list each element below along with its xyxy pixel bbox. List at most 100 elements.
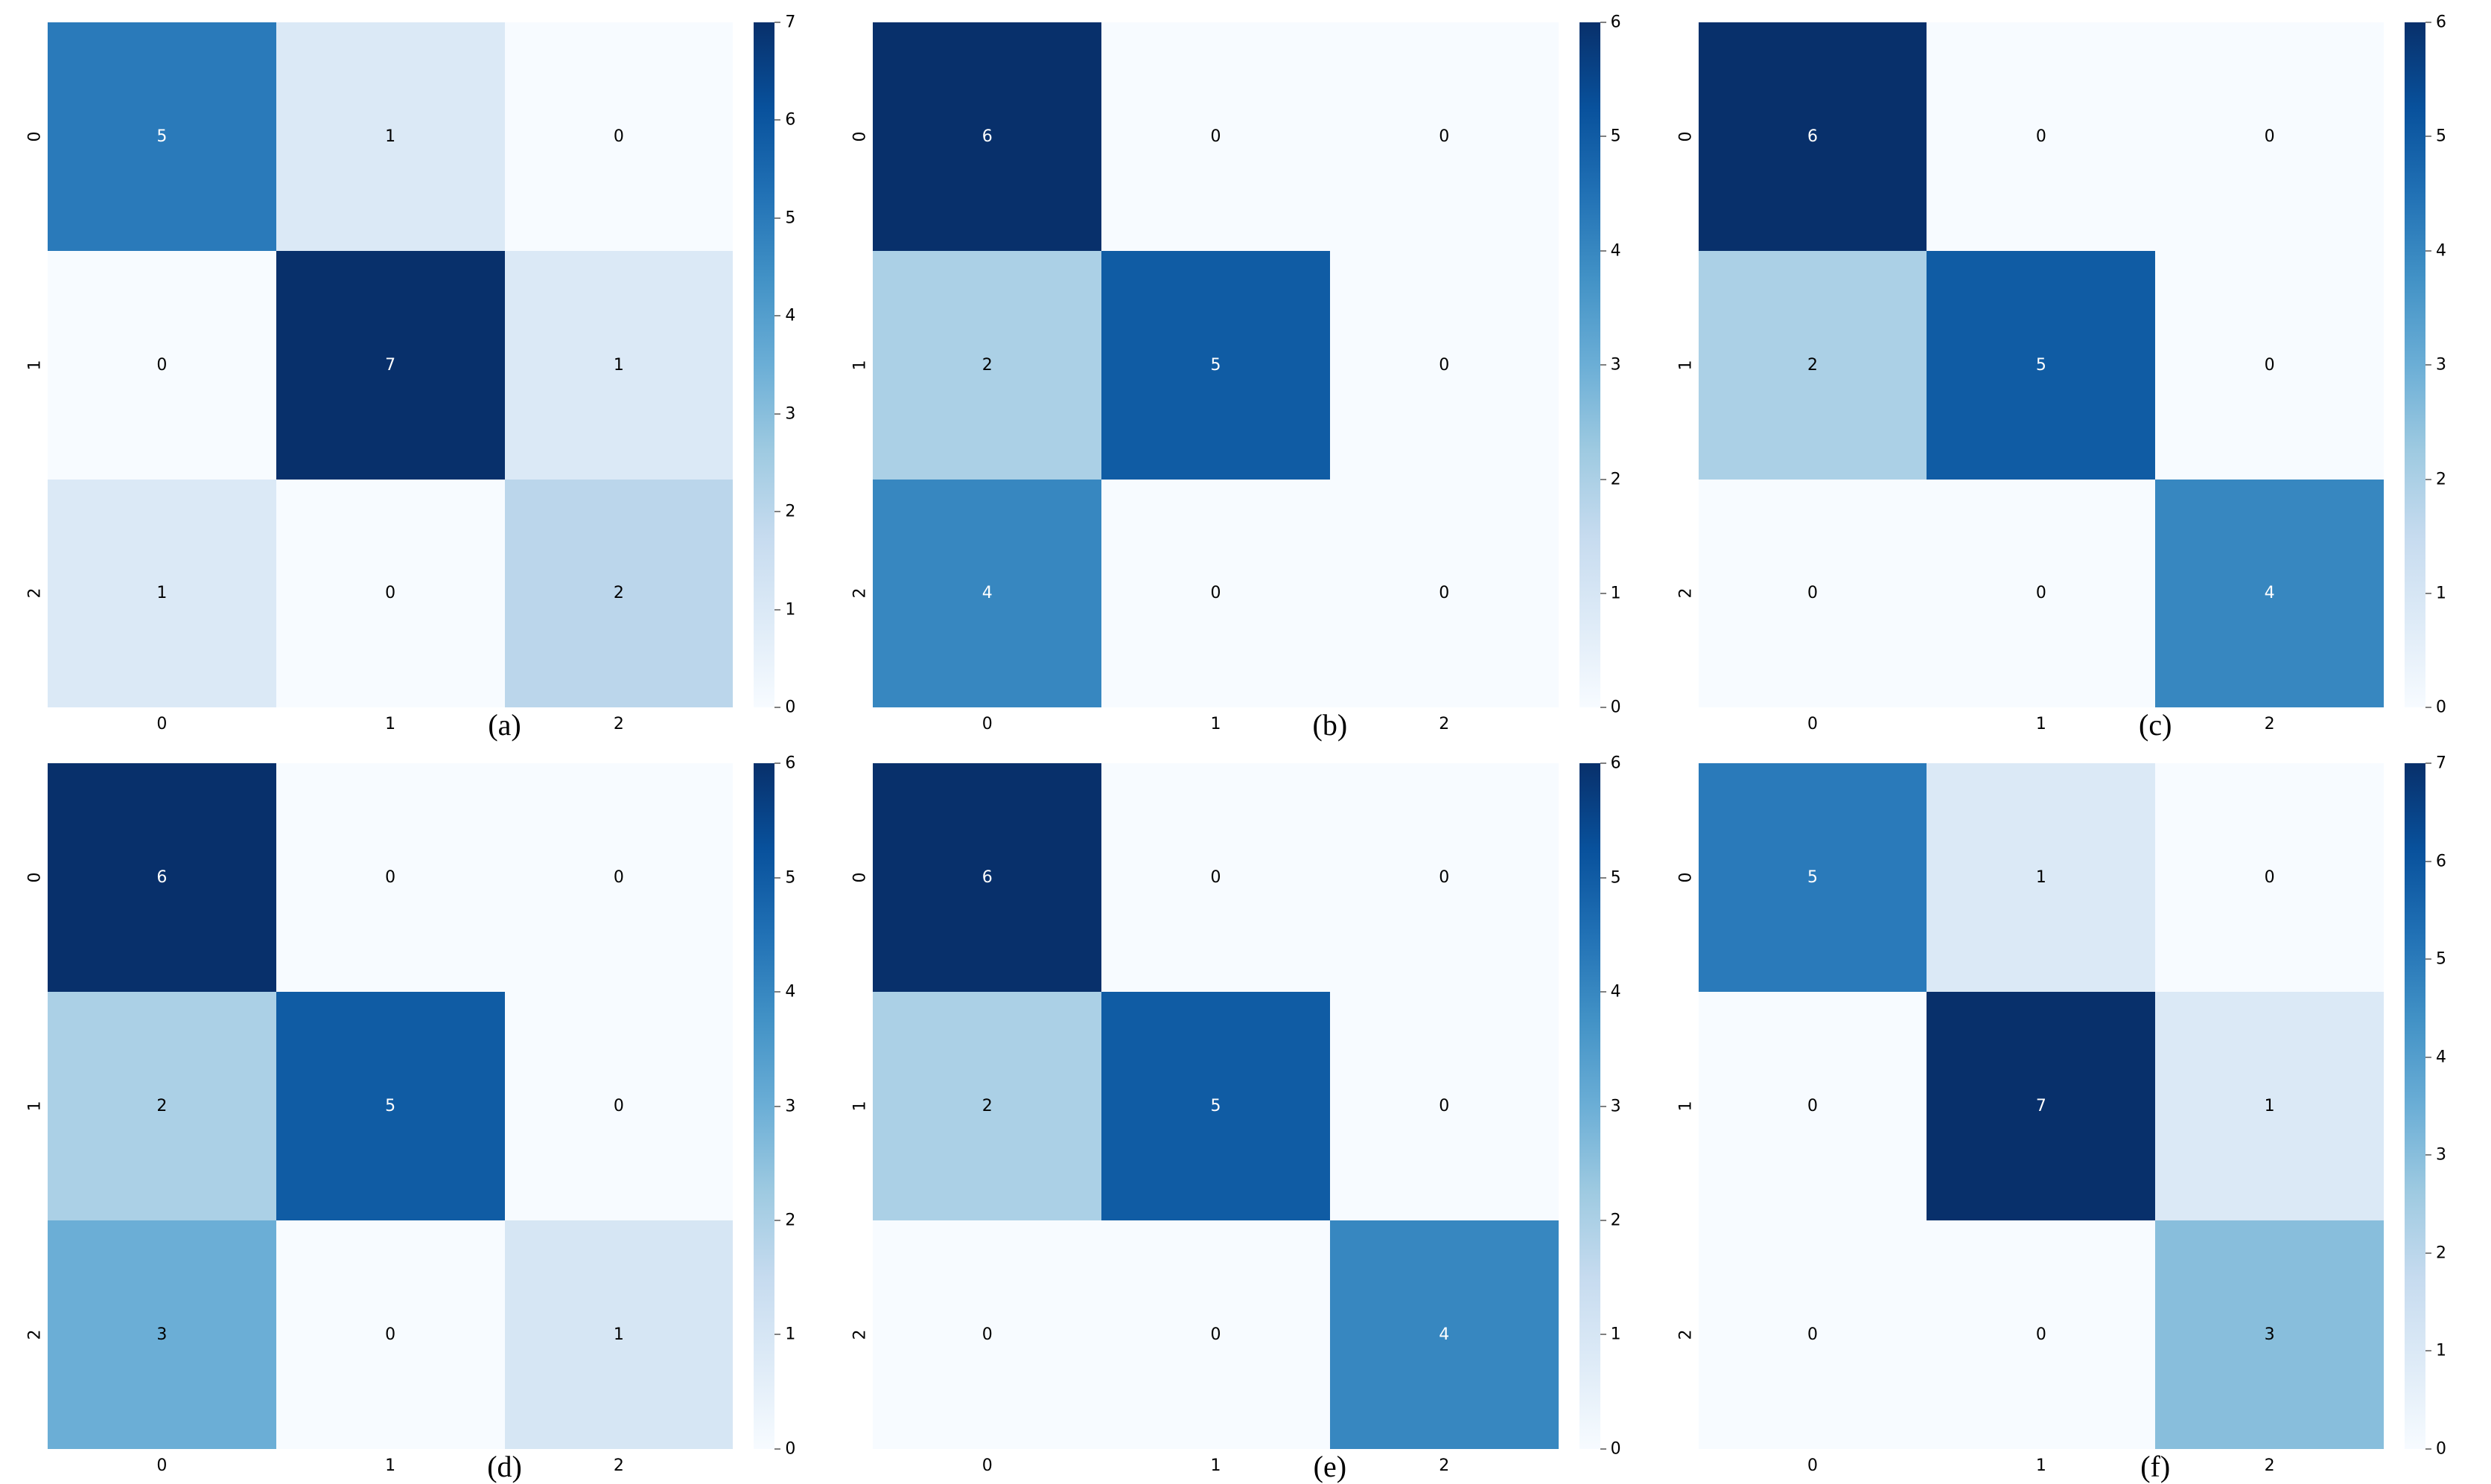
colorbar-tickline [2425, 1155, 2431, 1156]
cell-value: 0 [2265, 127, 2275, 146]
cell-value: 7 [2036, 1097, 2046, 1115]
colorbar-tick: 2 [2425, 470, 2446, 488]
colorbar-tick: 7 [2425, 754, 2446, 773]
colorbar-ticks: 0123456 [2425, 22, 2461, 707]
heatmap-cell: 1 [505, 1220, 734, 1449]
spacer [2384, 715, 2461, 733]
y-tick-label: 2 [1676, 588, 1695, 599]
colorbar-tickline [774, 1334, 780, 1335]
colorbar-tick-label: 5 [1611, 127, 1621, 146]
cell-value: 7 [385, 356, 395, 375]
cell-value: 1 [614, 356, 624, 375]
spacer [1559, 715, 1636, 733]
x-tick-label: 0 [156, 1456, 167, 1475]
colorbar-tick-label: 6 [1611, 754, 1621, 773]
heatmap-cell: 6 [1699, 22, 1927, 251]
colorbar-tick-label: 2 [2436, 470, 2446, 488]
y-ticks: 012 [30, 763, 48, 1448]
cell-value: 0 [1439, 868, 1449, 887]
colorbar-tick-label: 5 [785, 868, 795, 887]
colorbar-tick-label: 3 [1611, 1097, 1621, 1115]
heatmap-cell: 5 [1101, 992, 1330, 1220]
x-tick-label: 0 [1807, 1456, 1818, 1475]
heatmap-cell: 5 [1699, 763, 1927, 992]
colorbar-tick-label: 2 [785, 503, 795, 521]
cell-value: 6 [1807, 127, 1818, 146]
colorbar-tick: 1 [2425, 584, 2446, 602]
colorbar-tick-label: 4 [785, 307, 795, 325]
colorbar-tickline [774, 1448, 780, 1449]
colorbar-tick-label: 7 [785, 13, 795, 32]
colorbar-tickline [2425, 479, 2431, 480]
heatmap: 510071102 [48, 22, 733, 707]
colorbar-tickline [774, 877, 780, 878]
colorbar-tickline [1600, 365, 1606, 366]
panel-sublabel: (c) [2139, 707, 2172, 742]
heatmap-cell: 0 [1330, 992, 1559, 1220]
colorbar-tick-label: 6 [1611, 13, 1621, 32]
heatmap-cell: 0 [2155, 763, 2384, 992]
y-tick-label: 2 [851, 588, 870, 599]
colorbar-tick: 4 [1600, 241, 1621, 260]
heatmap-cell: 0 [276, 763, 505, 992]
colorbar-tickline [1600, 992, 1606, 993]
cell-value: 5 [156, 127, 167, 146]
colorbar-tick: 4 [2425, 241, 2446, 260]
heatmap-cell: 0 [1330, 251, 1559, 480]
cell-value: 0 [1807, 1325, 1818, 1344]
colorbar-tick-label: 6 [785, 111, 795, 130]
colorbar-tick: 3 [774, 1097, 795, 1115]
colorbar-tick: 6 [1600, 13, 1621, 32]
colorbar-tick: 0 [1600, 698, 1621, 717]
colorbar-tick: 1 [774, 1325, 795, 1344]
colorbar-tickline [2425, 763, 2431, 764]
colorbar-tickline [1600, 1334, 1606, 1335]
cell-value: 1 [2036, 868, 2046, 887]
cell-value: 0 [2036, 1325, 2046, 1344]
colorbar-tick: 4 [1600, 983, 1621, 1001]
spacer [30, 715, 48, 733]
heatmap-cell: 0 [1699, 1220, 1927, 1449]
colorbar-tickline [774, 413, 780, 414]
colorbar: 01234567 [2405, 763, 2461, 1448]
y-ticks: 012 [1681, 22, 1699, 707]
heatmap-cell: 5 [1101, 251, 1330, 480]
x-tick-label: 2 [1439, 1456, 1449, 1475]
colorbar-ticks: 0123456 [774, 763, 810, 1448]
y-tick-label: 1 [851, 1101, 870, 1112]
x-tick-label: 1 [1210, 1456, 1221, 1475]
panel-body: 0126002500040123456 [1681, 22, 2461, 707]
panel-sublabel: (b) [1313, 707, 1348, 742]
heatmap-cell: 0 [505, 22, 734, 251]
cell-value: 6 [156, 868, 167, 887]
heatmap-cell: 0 [1927, 480, 2155, 708]
heatmap-cell: 6 [873, 22, 1101, 251]
colorbar: 0123456 [2405, 22, 2461, 707]
cell-value: 6 [982, 127, 993, 146]
heatmap-cell: 0 [276, 480, 505, 708]
y-tick-label: 0 [1676, 873, 1695, 883]
y-tick-label: 0 [26, 873, 45, 883]
cell-value: 0 [1210, 1325, 1221, 1344]
colorbar-tick-label: 5 [2436, 127, 2446, 146]
heatmap-cell: 6 [873, 763, 1101, 992]
colorbar-tick: 1 [774, 600, 795, 619]
colorbar-tick-label: 2 [1611, 470, 1621, 488]
cell-value: 0 [2265, 356, 2275, 375]
x-tick-label: 0 [982, 1456, 993, 1475]
colorbar-tick-label: 2 [2436, 1243, 2446, 1262]
y-ticks: 012 [855, 763, 873, 1448]
heatmap: 510071003 [1699, 763, 2384, 1448]
colorbar-tick: 2 [1600, 1211, 1621, 1229]
colorbar-tick-label: 3 [785, 404, 795, 423]
x-ticks: 012 [30, 715, 810, 733]
colorbar-tickline [2425, 959, 2431, 960]
colorbar-tick-label: 0 [1611, 698, 1621, 717]
colorbar-tickline [1600, 877, 1606, 878]
x-tick-label: 0 [156, 715, 167, 733]
colorbar-tickline [774, 763, 780, 764]
x-tick-labels: 0 1 2 [873, 1456, 1558, 1475]
colorbar-tick-label: 6 [785, 754, 795, 773]
x-tick-label: 0 [982, 715, 993, 733]
y-tick-label: 2 [851, 1329, 870, 1340]
